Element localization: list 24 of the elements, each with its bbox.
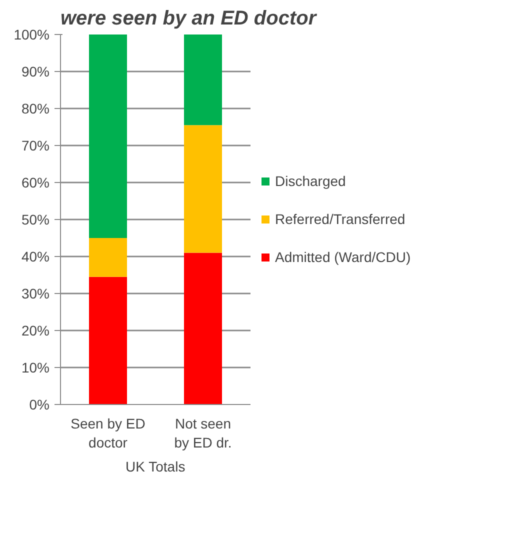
y-tick-label: 60% — [21, 174, 50, 190]
legend-label: Discharged — [275, 173, 346, 189]
legend-label: Referred/Transferred — [275, 211, 406, 227]
y-tick-label: 40% — [21, 248, 50, 264]
x-tick-label: Seen by ED doctor — [70, 416, 146, 451]
bar — [184, 34, 222, 126]
y-tick-label: 30% — [21, 286, 50, 302]
legend-label: Admitted (Ward/CDU) — [275, 249, 411, 265]
y-tick-label: 80% — [21, 100, 50, 116]
bar — [89, 238, 127, 277]
x-axis-title: UK Totals — [126, 458, 186, 475]
bar — [184, 252, 222, 404]
bar — [89, 276, 127, 404]
chart-title: were seen by an ED doctor — [60, 8, 318, 30]
y-tick-label: 100% — [14, 26, 50, 42]
y-tick-label: 70% — [21, 138, 50, 154]
y-tick-label: 50% — [21, 212, 50, 228]
y-tick-label: 0% — [29, 396, 50, 412]
y-tick-label: 10% — [21, 360, 50, 376]
y-tick-label: 90% — [21, 64, 50, 80]
bar — [184, 125, 222, 253]
x-tick-label: Not seen by ED dr. — [174, 416, 232, 451]
bar — [89, 34, 127, 238]
y-tick-label: 20% — [21, 322, 50, 338]
